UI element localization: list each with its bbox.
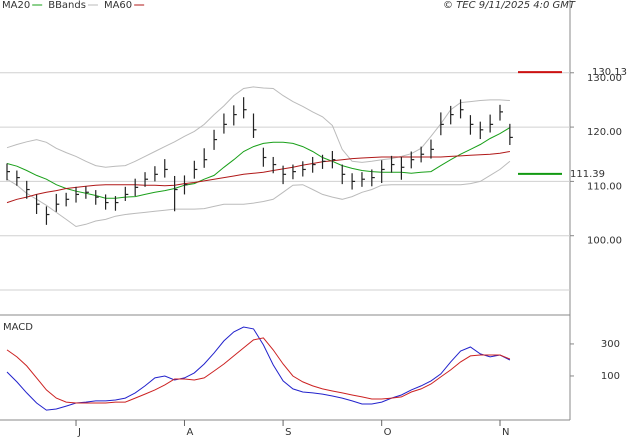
y-tick-label: 100.00 bbox=[587, 236, 622, 247]
source: © TEC 9/11/2025 4:0 GMT bbox=[443, 0, 576, 11]
macd-line-0 bbox=[6, 326, 511, 411]
line-2 bbox=[6, 151, 510, 204]
legend-label: MA60 bbox=[104, 0, 132, 11]
y-tick-label: 120.00 bbox=[587, 127, 622, 138]
legend-label: BBands bbox=[48, 0, 86, 11]
macd-y-tick-label: 300 bbox=[601, 339, 620, 350]
price-marker-label: 111.39 bbox=[570, 169, 605, 180]
macd-y-tick-label: 100 bbox=[601, 371, 620, 382]
line-0 bbox=[6, 127, 511, 199]
line-1 bbox=[6, 86, 510, 168]
x-tick-label: J bbox=[77, 427, 81, 438]
x-tick-label: A bbox=[186, 427, 193, 438]
x-tick-label: S bbox=[285, 427, 291, 438]
macd-title: MACD bbox=[3, 322, 33, 333]
legend-label: MA20 bbox=[2, 0, 30, 11]
line-lower-1 bbox=[6, 160, 511, 228]
y-tick-label: 130.00 bbox=[587, 73, 622, 84]
x-tick-label: O bbox=[384, 427, 392, 438]
price-marker-label: 130.13 bbox=[592, 67, 627, 78]
macd-line-1 bbox=[6, 337, 511, 404]
y-tick-label: 110.00 bbox=[587, 181, 622, 192]
x-tick-label: N bbox=[502, 427, 509, 438]
